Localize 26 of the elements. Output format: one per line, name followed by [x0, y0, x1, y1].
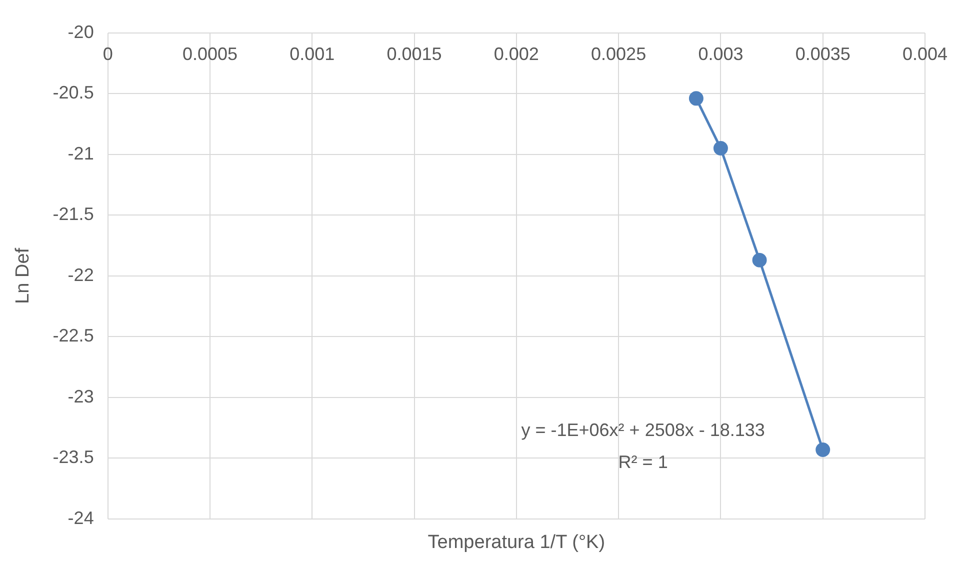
point — [688, 91, 704, 106]
y-tick-label: -20.5 — [52, 82, 94, 103]
x-axis-title: Temperatura 1/T (°K) — [428, 532, 606, 554]
y-tick-label: -22 — [68, 264, 94, 285]
x-tick-label: 0.001 — [290, 44, 335, 64]
annotation: y = -1E+06x² + 2508x - 18.133 — [521, 420, 765, 440]
x-tick-label: 0.0015 — [386, 44, 442, 64]
y-tick-label: -21.5 — [52, 204, 94, 224]
annotation: R² = 1 — [618, 452, 668, 472]
x-tick-label: 0.0005 — [182, 44, 238, 64]
y-tick-label: -21 — [68, 143, 94, 164]
y-tick-label: -20 — [68, 22, 94, 42]
y-tick-label: -23.5 — [52, 447, 94, 468]
y-tick-label: -23 — [68, 386, 94, 406]
x-tick-label: 0.003 — [698, 44, 744, 64]
point — [713, 141, 728, 156]
y-tick-label: -22.5 — [52, 326, 94, 346]
y-axis-title: Ln Def — [12, 247, 34, 304]
x-tick-label: 0.0025 — [591, 44, 646, 64]
x-tick-label: 0.0035 — [795, 44, 850, 64]
x-tick-label: 0.004 — [902, 44, 948, 64]
point — [752, 252, 767, 268]
x-tick-label: 0 — [102, 44, 113, 64]
x-tick-label: 0.002 — [494, 44, 539, 64]
point — [816, 442, 830, 457]
y-tick-label: -24 — [68, 508, 94, 528]
